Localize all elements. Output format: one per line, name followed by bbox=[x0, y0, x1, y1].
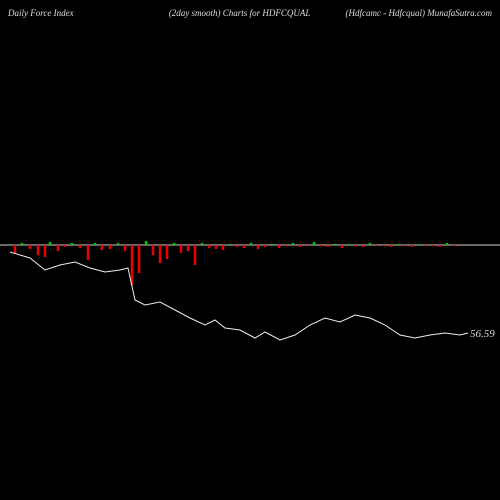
force-bars bbox=[14, 241, 456, 285]
force-bar bbox=[57, 245, 60, 251]
force-bar bbox=[418, 244, 421, 245]
force-bar bbox=[432, 245, 435, 246]
force-bar bbox=[71, 243, 74, 245]
force-bar bbox=[264, 245, 267, 247]
force-bar bbox=[180, 245, 183, 253]
force-bar bbox=[369, 243, 372, 245]
force-bar bbox=[138, 245, 141, 273]
force-bar bbox=[292, 243, 295, 245]
force-bar bbox=[341, 245, 344, 248]
force-bar bbox=[285, 245, 288, 246]
force-bar bbox=[229, 244, 232, 245]
force-bar bbox=[117, 243, 120, 245]
force-bar bbox=[453, 245, 456, 246]
force-bar bbox=[166, 245, 169, 259]
force-bar bbox=[425, 245, 428, 246]
force-bar bbox=[101, 245, 104, 250]
force-bar bbox=[145, 241, 148, 245]
force-bar bbox=[64, 245, 67, 247]
force-bar bbox=[313, 242, 316, 245]
end-value-label: 56.59 bbox=[470, 328, 495, 340]
force-bar bbox=[131, 245, 134, 285]
force-bar bbox=[383, 245, 386, 246]
force-bar bbox=[355, 245, 358, 246]
force-bar bbox=[194, 245, 197, 265]
force-bar bbox=[222, 245, 225, 250]
force-bar bbox=[320, 245, 323, 246]
force-bar bbox=[236, 245, 239, 247]
force-bar bbox=[159, 245, 162, 263]
force-bar bbox=[215, 245, 218, 249]
force-bar bbox=[152, 245, 155, 255]
force-bar bbox=[14, 245, 17, 253]
force-bar bbox=[243, 245, 246, 248]
force-bar bbox=[327, 245, 330, 247]
force-bar bbox=[44, 245, 47, 257]
force-bar bbox=[257, 245, 260, 249]
force-bar bbox=[79, 245, 82, 248]
force-bar bbox=[250, 243, 253, 245]
force-bar bbox=[390, 245, 393, 247]
force-bar bbox=[124, 245, 127, 251]
force-bar bbox=[278, 245, 281, 248]
force-bar bbox=[87, 245, 90, 260]
force-bar bbox=[404, 245, 407, 246]
force-bar bbox=[201, 243, 204, 245]
force-bar bbox=[439, 245, 442, 247]
force-bar bbox=[29, 245, 32, 249]
force-bar bbox=[49, 242, 52, 245]
force-bar bbox=[397, 244, 400, 245]
force-bar bbox=[306, 245, 309, 246]
force-bar bbox=[37, 245, 40, 255]
force-bar bbox=[299, 245, 302, 247]
force-bar bbox=[208, 245, 211, 248]
force-index-chart bbox=[0, 0, 500, 500]
force-bar bbox=[187, 245, 190, 251]
force-bar bbox=[334, 244, 337, 245]
chart-container: Daily Force Index (2day smooth) Charts f… bbox=[0, 0, 500, 500]
force-bar bbox=[109, 245, 112, 249]
force-bar bbox=[94, 243, 97, 245]
force-bar bbox=[446, 243, 449, 245]
force-bar bbox=[348, 244, 351, 245]
force-bar bbox=[411, 245, 414, 247]
force-bar bbox=[362, 245, 365, 247]
force-bar bbox=[376, 245, 379, 246]
price-line bbox=[10, 252, 468, 340]
force-bar bbox=[21, 243, 24, 245]
force-bar bbox=[271, 244, 274, 245]
force-bar bbox=[173, 243, 176, 245]
